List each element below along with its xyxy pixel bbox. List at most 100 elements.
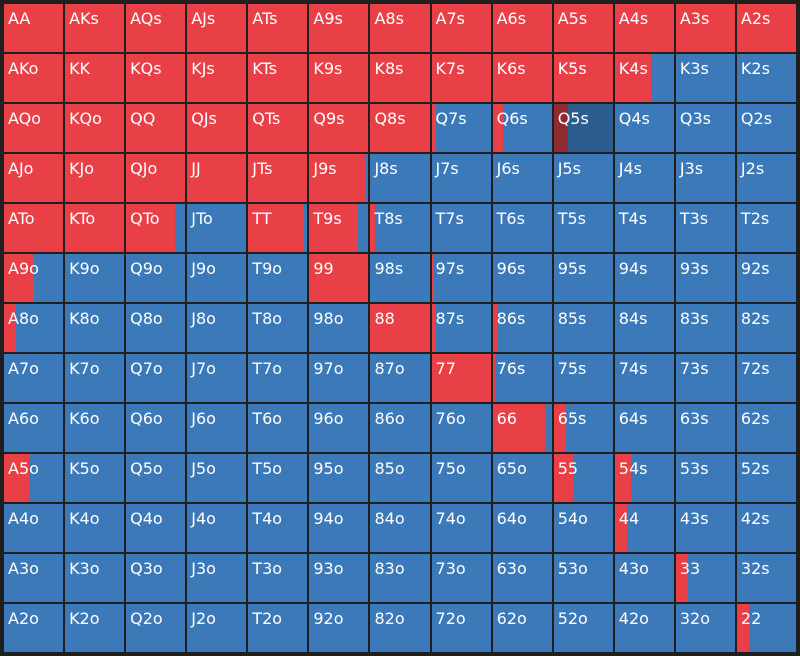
hand-cell-Q7o[interactable]: Q7o <box>125 353 187 403</box>
hand-cell-K4s[interactable]: K4s <box>613 53 675 103</box>
hand-cell-Q4o[interactable]: Q4o <box>125 503 187 553</box>
hand-cell-J6o[interactable]: J6o <box>186 403 248 453</box>
hand-cell-A9o[interactable]: A9o <box>3 253 65 303</box>
hand-cell-K6o[interactable]: K6o <box>64 403 126 453</box>
hand-cell-K3o[interactable]: K3o <box>64 553 126 603</box>
hand-cell-ATs[interactable]: ATs <box>247 3 309 53</box>
hand-cell-J8o[interactable]: J8o <box>186 303 248 353</box>
hand-cell-A8s[interactable]: A8s <box>369 3 431 53</box>
hand-cell-97s[interactable]: 97s <box>430 253 492 303</box>
hand-cell-95o[interactable]: 95o <box>308 453 370 503</box>
hand-cell-42s[interactable]: 42s <box>735 503 797 553</box>
hand-cell-64o[interactable]: 64o <box>491 503 553 553</box>
hand-cell-K2o[interactable]: K2o <box>64 603 126 653</box>
hand-cell-T6s[interactable]: T6s <box>491 203 553 253</box>
hand-cell-K5o[interactable]: K5o <box>64 453 126 503</box>
hand-cell-J2s[interactable]: J2s <box>735 153 797 203</box>
hand-cell-63o[interactable]: 63o <box>491 553 553 603</box>
hand-cell-52o[interactable]: 52o <box>552 603 614 653</box>
hand-cell-87s[interactable]: 87s <box>430 303 492 353</box>
hand-cell-64s[interactable]: 64s <box>613 403 675 453</box>
hand-cell-Q4s[interactable]: Q4s <box>613 103 675 153</box>
hand-cell-A7s[interactable]: A7s <box>430 3 492 53</box>
hand-cell-A6o[interactable]: A6o <box>3 403 65 453</box>
hand-cell-62s[interactable]: 62s <box>735 403 797 453</box>
hand-cell-Q6s[interactable]: Q6s <box>491 103 553 153</box>
hand-cell-T4o[interactable]: T4o <box>247 503 309 553</box>
hand-cell-94s[interactable]: 94s <box>613 253 675 303</box>
hand-cell-T3o[interactable]: T3o <box>247 553 309 603</box>
hand-cell-85o[interactable]: 85o <box>369 453 431 503</box>
hand-cell-82o[interactable]: 82o <box>369 603 431 653</box>
hand-cell-T7s[interactable]: T7s <box>430 203 492 253</box>
hand-cell-K7s[interactable]: K7s <box>430 53 492 103</box>
hand-cell-K6s[interactable]: K6s <box>491 53 553 103</box>
hand-cell-99[interactable]: 99 <box>308 253 370 303</box>
hand-cell-T7o[interactable]: T7o <box>247 353 309 403</box>
hand-cell-33[interactable]: 33 <box>674 553 736 603</box>
hand-cell-J3o[interactable]: J3o <box>186 553 248 603</box>
hand-cell-96o[interactable]: 96o <box>308 403 370 453</box>
hand-cell-K9o[interactable]: K9o <box>64 253 126 303</box>
hand-cell-T3s[interactable]: T3s <box>674 203 736 253</box>
hand-cell-53s[interactable]: 53s <box>674 453 736 503</box>
hand-cell-KQo[interactable]: KQo <box>64 103 126 153</box>
hand-cell-72o[interactable]: 72o <box>430 603 492 653</box>
hand-cell-84o[interactable]: 84o <box>369 503 431 553</box>
hand-cell-J2o[interactable]: J2o <box>186 603 248 653</box>
hand-cell-A2s[interactable]: A2s <box>735 3 797 53</box>
hand-cell-A7o[interactable]: A7o <box>3 353 65 403</box>
hand-cell-KQs[interactable]: KQs <box>125 53 187 103</box>
hand-cell-T4s[interactable]: T4s <box>613 203 675 253</box>
hand-cell-AKs[interactable]: AKs <box>64 3 126 53</box>
hand-cell-K3s[interactable]: K3s <box>674 53 736 103</box>
hand-cell-KTo[interactable]: KTo <box>64 203 126 253</box>
hand-cell-96s[interactable]: 96s <box>491 253 553 303</box>
hand-cell-Q2o[interactable]: Q2o <box>125 603 187 653</box>
hand-cell-J4s[interactable]: J4s <box>613 153 675 203</box>
hand-cell-32s[interactable]: 32s <box>735 553 797 603</box>
hand-cell-K8s[interactable]: K8s <box>369 53 431 103</box>
hand-cell-73o[interactable]: 73o <box>430 553 492 603</box>
hand-cell-ATo[interactable]: ATo <box>3 203 65 253</box>
hand-cell-Q3s[interactable]: Q3s <box>674 103 736 153</box>
hand-cell-93o[interactable]: 93o <box>308 553 370 603</box>
hand-cell-55[interactable]: 55 <box>552 453 614 503</box>
hand-cell-87o[interactable]: 87o <box>369 353 431 403</box>
hand-cell-53o[interactable]: 53o <box>552 553 614 603</box>
hand-cell-43o[interactable]: 43o <box>613 553 675 603</box>
hand-cell-72s[interactable]: 72s <box>735 353 797 403</box>
hand-cell-JTs[interactable]: JTs <box>247 153 309 203</box>
hand-cell-84s[interactable]: 84s <box>613 303 675 353</box>
hand-cell-J5o[interactable]: J5o <box>186 453 248 503</box>
hand-cell-A8o[interactable]: A8o <box>3 303 65 353</box>
hand-cell-Q6o[interactable]: Q6o <box>125 403 187 453</box>
hand-cell-Q3o[interactable]: Q3o <box>125 553 187 603</box>
hand-cell-98o[interactable]: 98o <box>308 303 370 353</box>
hand-cell-AA[interactable]: AA <box>3 3 65 53</box>
hand-cell-K8o[interactable]: K8o <box>64 303 126 353</box>
hand-cell-K5s[interactable]: K5s <box>552 53 614 103</box>
hand-cell-66[interactable]: 66 <box>491 403 553 453</box>
hand-cell-86s[interactable]: 86s <box>491 303 553 353</box>
hand-cell-A2o[interactable]: A2o <box>3 603 65 653</box>
hand-cell-65o[interactable]: 65o <box>491 453 553 503</box>
hand-cell-83o[interactable]: 83o <box>369 553 431 603</box>
hand-cell-52s[interactable]: 52s <box>735 453 797 503</box>
hand-cell-73s[interactable]: 73s <box>674 353 736 403</box>
hand-cell-Q9s[interactable]: Q9s <box>308 103 370 153</box>
hand-cell-J6s[interactable]: J6s <box>491 153 553 203</box>
hand-cell-43s[interactable]: 43s <box>674 503 736 553</box>
hand-cell-Q8o[interactable]: Q8o <box>125 303 187 353</box>
hand-cell-98s[interactable]: 98s <box>369 253 431 303</box>
hand-cell-T6o[interactable]: T6o <box>247 403 309 453</box>
hand-cell-92o[interactable]: 92o <box>308 603 370 653</box>
hand-cell-KJo[interactable]: KJo <box>64 153 126 203</box>
hand-cell-AJo[interactable]: AJo <box>3 153 65 203</box>
hand-cell-J5s[interactable]: J5s <box>552 153 614 203</box>
hand-cell-93s[interactable]: 93s <box>674 253 736 303</box>
hand-cell-AKo[interactable]: AKo <box>3 53 65 103</box>
hand-cell-J8s[interactable]: J8s <box>369 153 431 203</box>
hand-cell-Q7s[interactable]: Q7s <box>430 103 492 153</box>
hand-cell-83s[interactable]: 83s <box>674 303 736 353</box>
